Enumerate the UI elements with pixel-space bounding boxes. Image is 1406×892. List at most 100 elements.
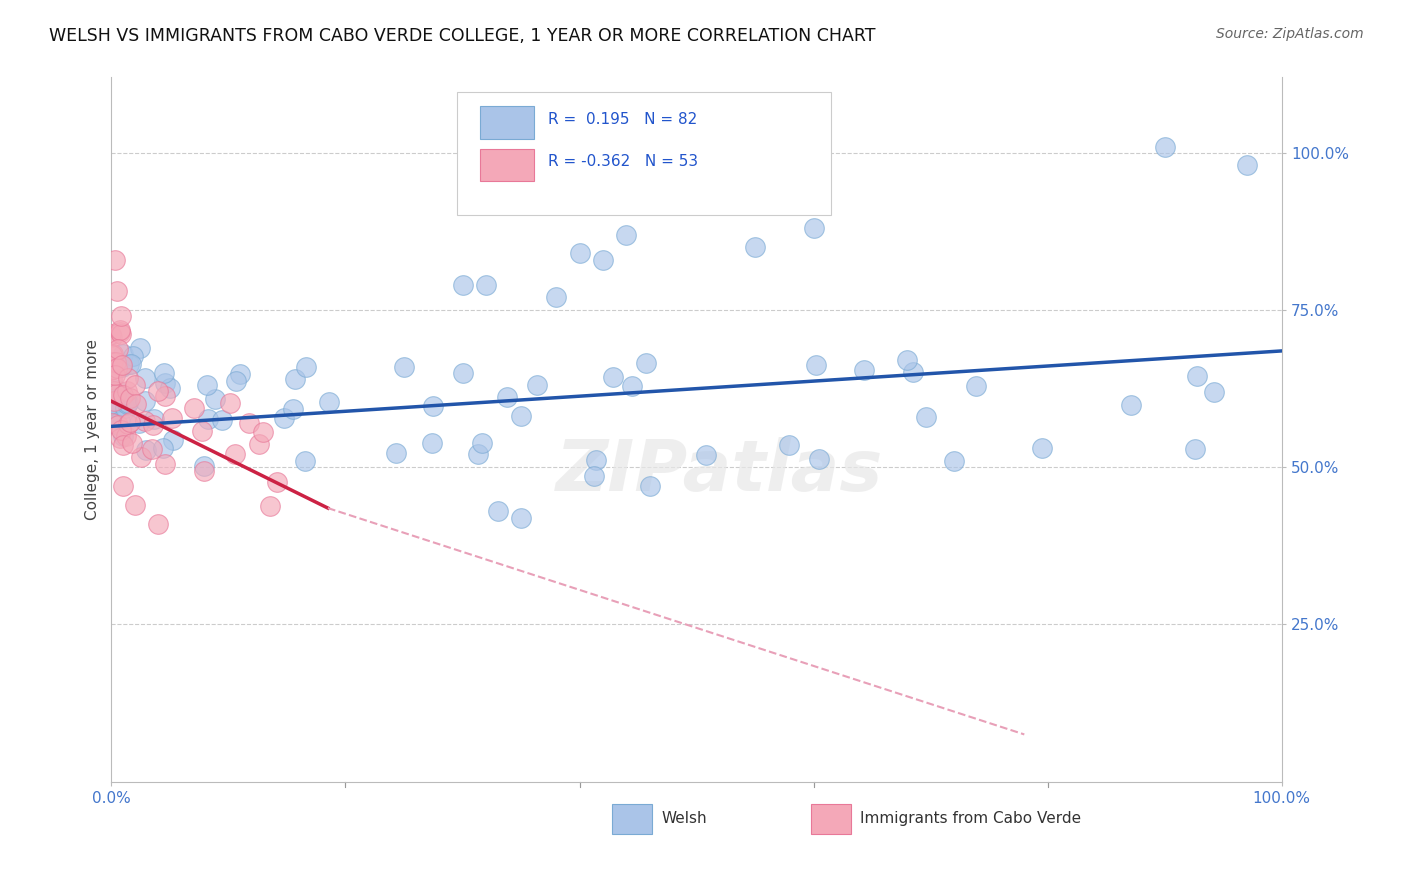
- Point: [134, 371, 156, 385]
- Point: [1185, 368, 1208, 383]
- Point: [778, 438, 800, 452]
- Point: [422, 399, 444, 413]
- Point: [118, 416, 141, 430]
- Point: [247, 437, 270, 451]
- Point: [467, 446, 489, 460]
- Point: [125, 397, 148, 411]
- FancyBboxPatch shape: [479, 106, 534, 138]
- Point: [104, 368, 127, 382]
- Point: [105, 360, 128, 375]
- Point: [142, 417, 165, 432]
- Point: [238, 416, 260, 430]
- Point: [191, 425, 214, 439]
- Point: [100, 417, 122, 431]
- Point: [101, 355, 124, 369]
- Text: R =  0.195   N = 82: R = 0.195 N = 82: [548, 112, 697, 128]
- Point: [1236, 158, 1258, 172]
- Point: [110, 323, 132, 337]
- Point: [318, 395, 340, 409]
- Point: [142, 411, 165, 425]
- Point: [100, 327, 122, 342]
- Point: [103, 393, 125, 408]
- Point: [110, 414, 132, 428]
- Point: [107, 418, 129, 433]
- Point: [193, 464, 215, 478]
- Point: [896, 353, 918, 368]
- Point: [153, 376, 176, 390]
- Point: [111, 387, 134, 401]
- Point: [903, 365, 925, 379]
- Point: [103, 361, 125, 376]
- Point: [114, 401, 136, 415]
- Point: [284, 372, 307, 386]
- FancyBboxPatch shape: [457, 92, 831, 215]
- Point: [546, 290, 568, 304]
- Point: [110, 310, 132, 324]
- Point: [183, 401, 205, 416]
- FancyBboxPatch shape: [613, 804, 652, 834]
- Point: [1031, 441, 1053, 455]
- Point: [744, 240, 766, 254]
- Point: [107, 358, 129, 372]
- Point: [915, 410, 938, 425]
- Point: [108, 359, 131, 374]
- Point: [100, 357, 122, 371]
- Point: [110, 423, 132, 437]
- Point: [146, 384, 169, 399]
- Point: [266, 475, 288, 490]
- Point: [134, 393, 156, 408]
- Point: [616, 227, 638, 242]
- Point: [153, 389, 176, 403]
- Point: [101, 417, 124, 431]
- Point: [105, 284, 128, 298]
- Point: [101, 329, 124, 343]
- Point: [695, 448, 717, 462]
- Point: [510, 510, 533, 524]
- Point: [294, 359, 316, 374]
- Point: [159, 381, 181, 395]
- Point: [101, 398, 124, 412]
- Point: [219, 396, 242, 410]
- Text: Source: ZipAtlas.com: Source: ZipAtlas.com: [1216, 27, 1364, 41]
- Point: [112, 438, 135, 452]
- Point: [117, 417, 139, 431]
- Point: [103, 416, 125, 430]
- Point: [495, 390, 517, 404]
- Point: [510, 409, 533, 424]
- Point: [114, 428, 136, 442]
- Point: [638, 479, 661, 493]
- Point: [471, 436, 494, 450]
- Point: [252, 425, 274, 440]
- Text: WELSH VS IMMIGRANTS FROM CABO VERDE COLLEGE, 1 YEAR OR MORE CORRELATION CHART: WELSH VS IMMIGRANTS FROM CABO VERDE COLL…: [49, 27, 876, 45]
- Point: [128, 342, 150, 356]
- Point: [108, 431, 131, 445]
- Point: [118, 357, 141, 371]
- Point: [117, 371, 139, 385]
- Point: [803, 221, 825, 235]
- Point: [111, 358, 134, 372]
- Point: [806, 359, 828, 373]
- Point: [152, 441, 174, 455]
- Point: [110, 326, 132, 341]
- Point: [283, 402, 305, 417]
- Point: [273, 410, 295, 425]
- Point: [162, 433, 184, 447]
- Point: [197, 412, 219, 426]
- Point: [101, 348, 124, 362]
- Point: [224, 447, 246, 461]
- Point: [103, 385, 125, 400]
- Point: [392, 359, 415, 374]
- Point: [568, 246, 591, 260]
- Point: [259, 500, 281, 514]
- Point: [965, 379, 987, 393]
- Point: [451, 277, 474, 292]
- Point: [105, 387, 128, 401]
- Point: [135, 443, 157, 458]
- Point: [195, 377, 218, 392]
- Point: [120, 358, 142, 372]
- Point: [124, 378, 146, 392]
- Point: [104, 359, 127, 373]
- Point: [152, 366, 174, 380]
- Point: [225, 374, 247, 388]
- Point: [115, 384, 138, 398]
